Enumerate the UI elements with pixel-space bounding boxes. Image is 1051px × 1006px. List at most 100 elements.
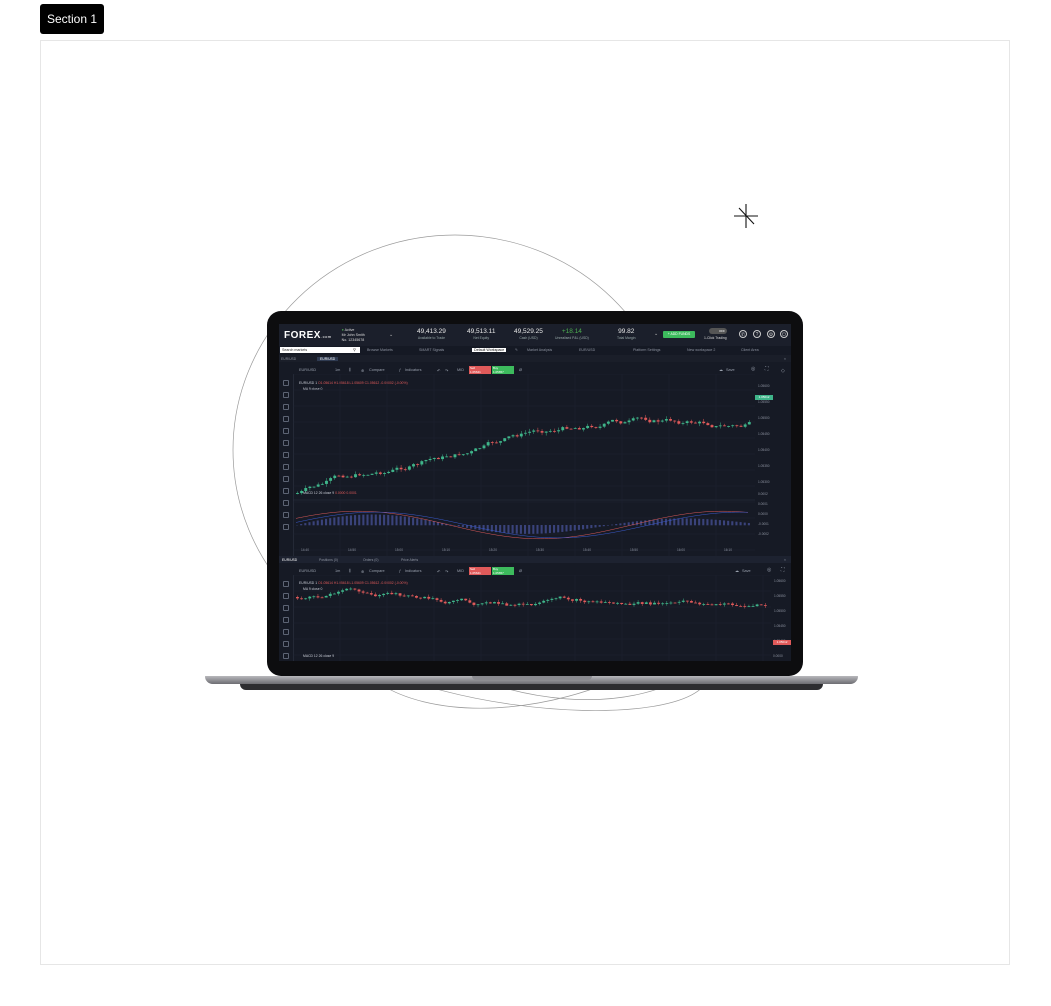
macd-histogram-bar (689, 518, 692, 526)
layers-icon[interactable]: ◇ (781, 368, 785, 374)
bottom-candlestick-chart[interactable] (293, 575, 771, 661)
subtab-eur-usd-1[interactable]: EUR/USD (281, 356, 297, 361)
macd-histogram-bar (461, 525, 464, 528)
eye-icon[interactable] (283, 524, 289, 530)
redo-icon[interactable]: ↷ (445, 569, 449, 574)
interval-selector[interactable]: 1m (335, 568, 341, 573)
macdAxis-label: -0.0002 (758, 532, 769, 536)
chevron-down-icon[interactable]: ⌄ (654, 331, 659, 337)
panel-tab-orders[interactable]: Orders (0) (363, 557, 379, 562)
mid-selector[interactable]: MID (457, 568, 464, 573)
fullscreen-icon[interactable]: ⛶ (781, 567, 785, 573)
top-candlestick-chart[interactable] (293, 374, 755, 556)
crosshair-icon[interactable] (283, 380, 289, 386)
forex-logo[interactable]: FOREX.com (284, 330, 332, 341)
fib-icon[interactable] (283, 404, 289, 410)
sell-button[interactable]: Sell 1.05641 (469, 366, 491, 374)
tab-browse-markets[interactable]: Browse Markets (367, 348, 393, 352)
compare-button[interactable]: Compare (369, 568, 385, 573)
macd-histogram-bar (722, 520, 726, 526)
candle-body (398, 593, 402, 596)
arrow-icon[interactable] (283, 464, 289, 470)
mid-selector[interactable]: MID (457, 367, 464, 372)
tab-new-workspace-2[interactable]: New workspace 2 (687, 348, 716, 352)
fullscreen-icon[interactable]: ⛶ (765, 366, 769, 372)
cloud-icon[interactable]: ☁ (735, 569, 739, 573)
ruler-icon[interactable]: ⌀ (519, 367, 523, 373)
compare-icon[interactable]: ⊕ (361, 368, 365, 373)
subtab-eur-usd-2[interactable]: EUR/USD (317, 356, 339, 361)
timeAxis-label: 15:50 (630, 548, 638, 552)
symbol-selector[interactable]: EUR/USD (299, 568, 317, 573)
compare-button[interactable]: Compare (369, 367, 385, 372)
tab-default-workspace[interactable]: Default Workspace (472, 348, 507, 352)
candle-body (529, 603, 533, 606)
close-icon[interactable]: × (784, 557, 786, 562)
macd-histogram-bar (499, 525, 502, 533)
ruler-icon[interactable] (283, 476, 289, 482)
candle-body (386, 592, 390, 594)
indicators-button[interactable]: Indicators (405, 568, 422, 573)
trendline-icon[interactable] (283, 392, 289, 398)
tab-market-analysis[interactable]: Market Analysis (527, 348, 553, 352)
brush-icon[interactable] (283, 617, 289, 623)
ruler-icon[interactable]: ⌀ (519, 568, 523, 574)
indicators-button[interactable]: Indicators (405, 367, 422, 372)
zoom-icon[interactable] (283, 488, 289, 494)
lock-icon[interactable] (283, 512, 289, 518)
interval-selector[interactable]: 1m (335, 367, 341, 372)
text-icon[interactable] (283, 428, 289, 434)
candle-body (300, 490, 304, 494)
magnet-icon[interactable] (283, 500, 289, 506)
panel-tab-price-alerts[interactable]: Price Alerts (401, 557, 419, 562)
save-button[interactable]: Save (726, 367, 735, 372)
sell-button[interactable]: Sell 1.05641 (469, 567, 491, 575)
cloud-icon[interactable]: ☁ (719, 368, 723, 372)
panel-tab-positions[interactable]: Positions (0) (319, 557, 338, 562)
measure-icon[interactable] (283, 452, 289, 458)
pattern-icon[interactable] (283, 440, 289, 446)
screenshot-icon[interactable]: ◎ (767, 567, 772, 573)
tab-eur-usd[interactable]: EUR/USD (579, 348, 596, 352)
undo-icon[interactable]: ↶ (437, 368, 441, 373)
phone-icon[interactable]: ✆ (739, 330, 747, 338)
screenshot-icon[interactable]: ◎ (751, 366, 756, 372)
compare-icon[interactable]: ⊕ (361, 569, 365, 574)
symbol-selector[interactable]: EUR/USD (299, 367, 317, 372)
buy-button[interactable]: Buy 1.05657 (492, 366, 514, 374)
close-icon[interactable]: × (784, 356, 786, 361)
buy-button[interactable]: Buy 1.05657 (492, 567, 514, 575)
laptop-base (205, 676, 858, 684)
indicators-icon[interactable]: ƒ (399, 568, 402, 573)
settings-icon[interactable]: ⚙ (767, 330, 775, 338)
edit-icon[interactable]: ✎ (515, 348, 519, 352)
brush-icon[interactable] (283, 416, 289, 422)
trendline-icon[interactable] (283, 593, 289, 599)
candle-type-icon[interactable]: ⫼ (349, 568, 351, 573)
save-button[interactable]: Save (742, 568, 751, 573)
one-click-toggle[interactable]: OFF (709, 328, 727, 334)
tab-platform-settings[interactable]: Platform Settings (633, 348, 661, 352)
macd-histogram-bar (582, 525, 585, 530)
chevron-down-icon[interactable]: ⌄ (389, 332, 394, 338)
panel-tab-eur-usd[interactable]: EUR/USD (282, 557, 298, 562)
power-icon[interactable]: ⏻ (780, 330, 788, 338)
search-icon[interactable]: ⚲ (353, 347, 356, 352)
fib-icon[interactable] (283, 605, 289, 611)
ma-legend: MA 9 close 0 (303, 587, 323, 591)
buy-price: 1.05657 (493, 370, 504, 374)
tab-smart-signals[interactable]: SMART Signals (419, 348, 445, 352)
account-info[interactable]: ● Active Mr John Smith No. 12345678 (342, 328, 365, 343)
help-icon[interactable]: ? (753, 330, 761, 338)
measure-icon[interactable] (283, 653, 289, 659)
pattern-icon[interactable] (283, 641, 289, 647)
undo-icon[interactable]: ↶ (437, 569, 441, 574)
add-funds-button[interactable]: + ADD FUNDS (663, 331, 695, 338)
search-input[interactable]: Search markets (280, 347, 360, 353)
crosshair-icon[interactable] (283, 581, 289, 587)
tab-client-area[interactable]: Client Area (741, 348, 759, 352)
text-icon[interactable] (283, 629, 289, 635)
indicators-icon[interactable]: ƒ (399, 367, 402, 372)
redo-icon[interactable]: ↷ (445, 368, 449, 373)
candle-type-icon[interactable]: ⫼ (349, 367, 351, 372)
